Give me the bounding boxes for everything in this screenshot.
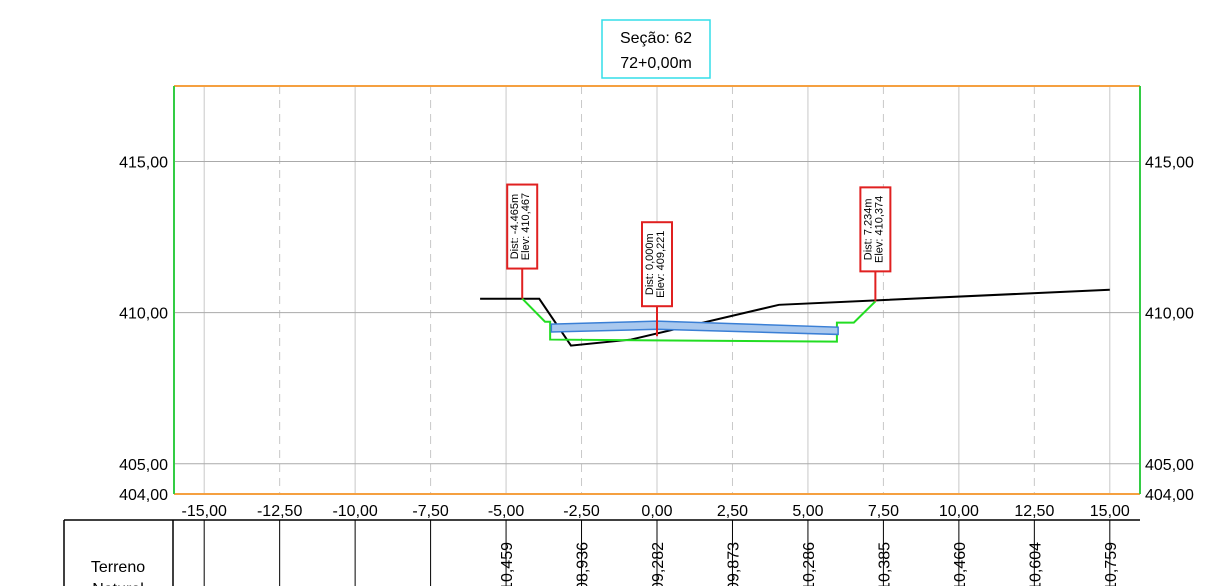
y-tick-label: 404,00 xyxy=(119,487,168,504)
x-tick-label: -5,00 xyxy=(488,503,525,520)
annotation-box xyxy=(641,221,673,308)
annotation-box xyxy=(859,186,892,273)
annotation-text: Elev: 410,467 xyxy=(520,193,532,260)
title-box xyxy=(601,19,711,79)
table-value: 408,936 xyxy=(575,542,592,586)
table-value: 409,282 xyxy=(650,542,667,586)
x-tick-label: 10,00 xyxy=(939,503,979,520)
y-tick-label-right: 405,00 xyxy=(1145,457,1194,474)
x-tick-label: 12,50 xyxy=(1014,503,1054,520)
y-tick-label: 415,00 xyxy=(119,155,168,172)
x-tick-label: -10,00 xyxy=(332,503,377,520)
annotation-text: Dist: 0,000m xyxy=(644,233,656,295)
table-value: 410,460 xyxy=(952,542,969,586)
x-tick-label: -15,00 xyxy=(182,503,227,520)
table-value: 410,459 xyxy=(499,542,516,586)
annotation-text: Elev: 409,221 xyxy=(655,231,667,298)
annotation-text: Dist: 7.234m xyxy=(862,198,874,260)
x-tick-label: 2,50 xyxy=(717,503,748,520)
annotation-text: Elev: 410,374 xyxy=(873,196,885,263)
x-tick-label: -2,50 xyxy=(563,503,600,520)
table-value: 410,604 xyxy=(1027,542,1044,586)
profile-line xyxy=(521,297,877,343)
table-value: 410,759 xyxy=(1103,542,1120,586)
chart-title: Seção: 62 xyxy=(620,30,692,47)
x-tick-label: 15,00 xyxy=(1090,503,1130,520)
annotation-text: Dist: -4.465m xyxy=(509,194,521,259)
y-tick-label-right: 410,00 xyxy=(1145,306,1194,323)
y-tick-label-right: 404,00 xyxy=(1145,487,1194,504)
table-value: 410,286 xyxy=(801,542,818,586)
x-tick-label: -7,50 xyxy=(412,503,449,520)
x-tick-label: 0,00 xyxy=(641,503,672,520)
table-row-label: Terreno xyxy=(91,559,145,576)
annotation-box xyxy=(506,183,539,270)
x-tick-label: 5,00 xyxy=(792,503,823,520)
table-row-label: Natural xyxy=(92,581,144,586)
profile-line xyxy=(480,288,1110,347)
y-tick-label: 410,00 xyxy=(119,306,168,323)
y-tick-label-right: 415,00 xyxy=(1145,155,1194,172)
x-tick-label: 7,50 xyxy=(868,503,899,520)
table-value: 410,385 xyxy=(876,542,893,586)
chart-subtitle: 72+0,00m xyxy=(620,55,692,72)
table-value: 409,873 xyxy=(725,542,742,586)
x-tick-label: -12,50 xyxy=(257,503,302,520)
pavement xyxy=(550,320,839,336)
y-tick-label: 405,00 xyxy=(119,457,168,474)
